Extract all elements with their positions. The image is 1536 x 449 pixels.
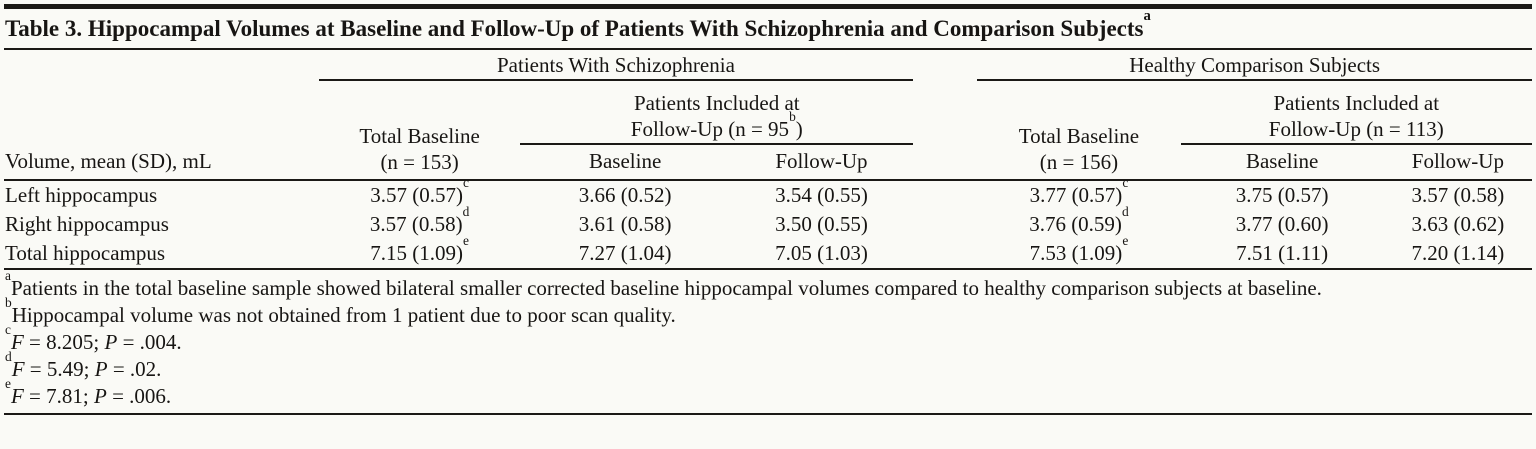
- row-label: Right hippocampus: [5, 212, 169, 237]
- footnote-marker: c: [1122, 175, 1129, 191]
- stat-symbol: F: [10, 329, 24, 354]
- data-cell: 7.53 (1.09)e: [977, 234, 1181, 271]
- stat-symbol: F: [11, 356, 25, 381]
- total-baseline-label: Total Baseline: [1018, 124, 1140, 148]
- included-header-healthy: Patients Included at Follow-Up (n = 113): [1180, 80, 1532, 146]
- table-header: Patients With Schizophrenia Healthy Comp…: [4, 50, 1532, 180]
- included-label-line2: Follow-Up (n = 113: [1268, 117, 1437, 142]
- footnote-marker: e: [5, 375, 11, 391]
- footnote: aPatients in the total baseline sample s…: [5, 268, 1322, 301]
- footnote-marker: a: [5, 268, 11, 284]
- included-header-schizophrenia: Patients Included at Follow-Up (n = 95b): [520, 80, 914, 146]
- column-header-row: Baseline Follow-Up Baseline Follow-Up: [4, 144, 1532, 180]
- footnote-marker: d: [462, 204, 470, 220]
- bottom-rule: [4, 413, 1532, 416]
- total-baseline-header-schizophrenia: Total Baseline (n = 153): [319, 80, 521, 180]
- table-row: Right hippocampus 3.57 (0.58)d 3.61 (0.58)…: [4, 204, 1532, 239]
- included-label-close: ): [1436, 117, 1444, 142]
- stat-symbol: P: [104, 329, 118, 354]
- column-header-followup-healthy: Follow-Up: [1411, 149, 1504, 174]
- data-cell: 3.57 (0.57)c: [318, 176, 521, 211]
- footnote-marker: c: [463, 175, 469, 191]
- stat-symbol: F: [10, 383, 24, 408]
- footnotes: aPatients in the total baseline sample s…: [4, 268, 1532, 409]
- column-spacer: [913, 239, 978, 271]
- footnote: bHippocampal volume was not obtained fro…: [5, 294, 676, 327]
- column-spacer: [913, 80, 977, 180]
- included-label-line1: Patients Included at: [1273, 91, 1440, 115]
- column-spacer: [913, 210, 977, 239]
- footnote-marker: e: [463, 233, 469, 249]
- data-cell: 3.61 (0.58): [578, 212, 672, 237]
- data-cell: 3.57 (0.58)d: [369, 204, 470, 237]
- stat-symbol: P: [93, 383, 107, 408]
- total-baseline-header-healthy: Total Baseline (n = 156): [977, 80, 1180, 180]
- footnote: eF = 7.81; P = .006.: [5, 375, 172, 408]
- data-cell: 3.77 (0.60): [1235, 212, 1329, 237]
- top-rule: [4, 4, 1532, 9]
- footnote-marker: c: [5, 321, 11, 337]
- column-header-baseline-schizophrenia: Baseline: [588, 149, 662, 174]
- footnote: cF = 8.205; P = .004.: [5, 321, 182, 354]
- stat-symbol: P: [94, 356, 108, 381]
- group-header-row: Patients With Schizophrenia Healthy Comp…: [4, 50, 1532, 81]
- data-cell: 7.51 (1.11): [1180, 239, 1384, 271]
- included-label-line1: Patients Included at: [633, 91, 800, 115]
- footnote-marker: b: [5, 294, 12, 310]
- row-label: Total hippocampus: [4, 239, 319, 271]
- group-header-healthy: Healthy Comparison Subjects: [977, 50, 1532, 81]
- data-cell: 7.27 (1.04): [520, 239, 730, 271]
- included-footnote-marker: b: [789, 109, 796, 125]
- total-baseline-n: (n = 156): [1039, 150, 1119, 175]
- total-baseline-label: Total Baseline: [359, 124, 480, 148]
- data-cell: 3.63 (0.62): [1411, 212, 1505, 237]
- volume-column-header: Volume, mean (SD), mL: [5, 149, 212, 174]
- table-title: Table 3. Hippocampal Volumes at Baseline…: [4, 7, 1532, 50]
- data-cell: 3.50 (0.55): [775, 212, 868, 237]
- data-cell: 3.76 (0.59)d: [1029, 204, 1129, 237]
- data-cell: 7.20 (1.14): [1383, 239, 1532, 271]
- data-cell: 7.15 (1.09)e: [318, 234, 521, 271]
- column-spacer: [913, 50, 977, 80]
- table-body: Left hippocampus 3.57 (0.57)c 3.66 (0.52) 3…: [4, 176, 1532, 271]
- footnote-marker: d: [1121, 204, 1129, 220]
- footnote-marker: e: [1122, 233, 1129, 249]
- included-label-close: ): [795, 117, 803, 142]
- table-row: Left hippocampus 3.57 (0.57)c 3.66 (0.52) 3…: [4, 176, 1532, 211]
- column-header-followup-schizophrenia: Follow-Up: [775, 149, 868, 174]
- group-header-schizophrenia: Patients With Schizophrenia: [318, 50, 914, 81]
- subgroup-header-row: Volume, mean (SD), mL Total Baseline (n …: [4, 80, 1532, 174]
- included-label-line2: Follow-Up (n = 95: [630, 117, 790, 142]
- column-header-baseline-healthy: Baseline: [1245, 149, 1319, 174]
- data-cell: 3.57 (0.58): [1383, 179, 1532, 211]
- empty-cell: [4, 50, 319, 80]
- footnote: dF = 5.49; P = .02.: [5, 348, 162, 381]
- column-spacer: [913, 179, 978, 211]
- data-cell: 3.66 (0.52): [520, 179, 730, 211]
- data-table: Patients With Schizophrenia Healthy Comp…: [4, 50, 1532, 271]
- table-title-text: Table 3. Hippocampal Volumes at Baseline…: [5, 16, 1144, 41]
- data-cell: 3.77 (0.57)c: [977, 176, 1181, 211]
- total-baseline-n: (n = 153): [380, 150, 459, 175]
- data-cell: 7.05 (1.03): [729, 239, 914, 271]
- footnote-marker: d: [5, 348, 12, 364]
- data-cell: 3.54 (0.55): [729, 179, 914, 211]
- table-row: Total hippocampus 7.15 (1.09)e 7.27 (1.04)…: [4, 234, 1532, 271]
- row-label: Left hippocampus: [4, 179, 319, 211]
- table-title-footnote-marker: a: [1143, 7, 1151, 24]
- data-cell: 3.75 (0.57): [1180, 179, 1384, 211]
